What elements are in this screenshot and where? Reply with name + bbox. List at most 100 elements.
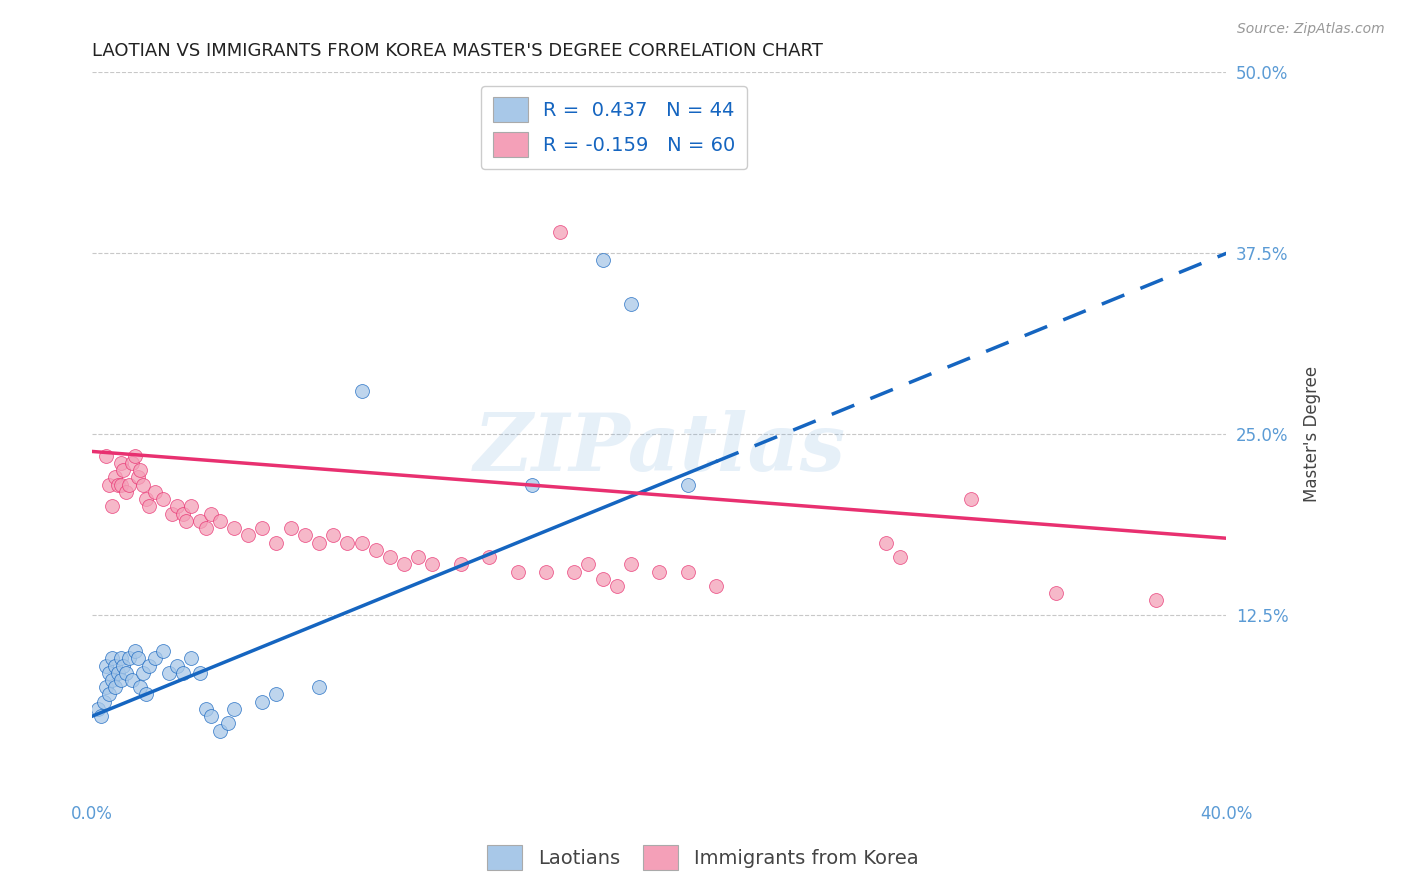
Point [174, 514, 197, 528]
Point [875, 535, 897, 549]
Point [200, 709, 222, 723]
Point [96, 658, 118, 673]
Point [378, 550, 401, 565]
Point [143, 651, 166, 665]
Point [520, 477, 543, 491]
Point [110, 456, 132, 470]
Point [592, 572, 614, 586]
Point [129, 680, 152, 694]
Point [280, 521, 302, 535]
Legend: Laotians, Immigrants from Korea: Laotians, Immigrants from Korea [479, 838, 927, 878]
Point [107, 665, 129, 680]
Point [478, 550, 501, 565]
Point [135, 688, 157, 702]
Point [110, 477, 132, 491]
Point [252, 521, 274, 535]
Point [208, 514, 231, 528]
Y-axis label: Master's Degree: Master's Degree [1303, 366, 1320, 502]
Point [87, 702, 110, 716]
Point [98, 665, 121, 680]
Point [252, 695, 274, 709]
Point [960, 492, 983, 507]
Point [676, 477, 699, 491]
Text: Source: ZipAtlas.com: Source: ZipAtlas.com [1237, 22, 1385, 37]
Point [222, 521, 245, 535]
Point [364, 542, 387, 557]
Point [336, 535, 359, 549]
Point [217, 716, 239, 731]
Point [236, 528, 259, 542]
Point [107, 477, 129, 491]
Point [101, 651, 124, 665]
Point [115, 665, 138, 680]
Point [188, 665, 211, 680]
Point [118, 477, 141, 491]
Point [93, 695, 115, 709]
Point [194, 702, 217, 716]
Point [132, 665, 155, 680]
Text: LAOTIAN VS IMMIGRANTS FROM KOREA MASTER'S DEGREE CORRELATION CHART: LAOTIAN VS IMMIGRANTS FROM KOREA MASTER'… [93, 42, 823, 60]
Point [294, 528, 316, 542]
Legend: R =  0.437   N = 44, R = -0.159   N = 60: R = 0.437 N = 44, R = -0.159 N = 60 [481, 86, 747, 169]
Point [152, 644, 174, 658]
Point [422, 558, 444, 572]
Point [115, 485, 138, 500]
Point [143, 485, 166, 500]
Point [101, 673, 124, 687]
Point [534, 565, 557, 579]
Point [578, 558, 600, 572]
Point [322, 528, 344, 542]
Point [129, 463, 152, 477]
Point [104, 658, 127, 673]
Point [157, 665, 180, 680]
Point [350, 535, 373, 549]
Point [132, 477, 155, 491]
Point [90, 709, 112, 723]
Point [124, 644, 146, 658]
Point [124, 449, 146, 463]
Point [592, 253, 614, 268]
Point [152, 492, 174, 507]
Point [98, 688, 121, 702]
Point [620, 297, 643, 311]
Point [222, 702, 245, 716]
Point [96, 680, 118, 694]
Point [266, 688, 288, 702]
Point [172, 665, 194, 680]
Point [121, 456, 143, 470]
Point [308, 680, 330, 694]
Point [180, 500, 202, 514]
Point [548, 225, 571, 239]
Point [350, 384, 373, 398]
Point [110, 673, 132, 687]
Text: ZIPatlas: ZIPatlas [474, 409, 845, 487]
Point [172, 507, 194, 521]
Point [188, 514, 211, 528]
Point [98, 477, 121, 491]
Point [406, 550, 429, 565]
Point [127, 470, 149, 484]
Point [648, 565, 671, 579]
Point [520, 153, 543, 167]
Point [676, 565, 699, 579]
Point [138, 658, 160, 673]
Point [620, 558, 643, 572]
Point [166, 500, 188, 514]
Point [194, 521, 217, 535]
Point [118, 651, 141, 665]
Point [180, 651, 202, 665]
Point [138, 500, 160, 514]
Point [127, 651, 149, 665]
Point [450, 558, 472, 572]
Point [112, 463, 135, 477]
Point [704, 579, 727, 593]
Point [96, 449, 118, 463]
Point [166, 658, 188, 673]
Point [110, 651, 132, 665]
Point [308, 535, 330, 549]
Point [121, 673, 143, 687]
Point [606, 579, 628, 593]
Point [200, 507, 222, 521]
Point [392, 558, 415, 572]
Point [506, 565, 529, 579]
